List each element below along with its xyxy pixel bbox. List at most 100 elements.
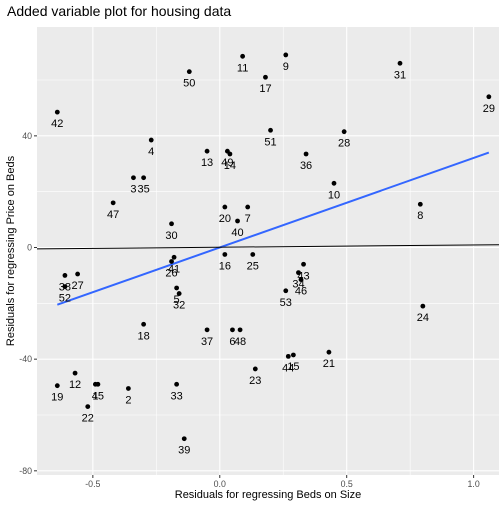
point-label: 32 bbox=[173, 300, 185, 312]
data-point bbox=[171, 254, 177, 260]
data-point bbox=[174, 381, 180, 387]
data-point bbox=[54, 109, 60, 115]
point-label: 21 bbox=[323, 358, 335, 370]
point-label: 38 bbox=[59, 281, 71, 293]
fit-line bbox=[56, 151, 490, 306]
data-point bbox=[397, 60, 403, 66]
point-label: 25 bbox=[247, 260, 259, 272]
point-label: 49 bbox=[221, 157, 233, 169]
data-point bbox=[222, 252, 228, 257]
point-label: 44 bbox=[282, 362, 294, 374]
point-label: 52 bbox=[59, 293, 71, 305]
point-label: 31 bbox=[394, 69, 406, 81]
point-label: 2 bbox=[125, 394, 131, 406]
reference-lines bbox=[36, 151, 500, 306]
y-tick-label: -80 bbox=[19, 466, 32, 476]
point-label: 12 bbox=[69, 379, 81, 391]
data-point bbox=[141, 321, 147, 327]
data-point bbox=[237, 327, 243, 333]
point-label: 1 bbox=[92, 390, 98, 402]
point-label: 7 bbox=[245, 213, 251, 225]
x-axis-title: Residuals for regressing Beds on Size bbox=[175, 489, 361, 501]
data-point bbox=[62, 284, 68, 289]
data-point bbox=[204, 148, 210, 154]
point-label: 26 bbox=[165, 267, 177, 279]
zero-slope-line bbox=[36, 244, 500, 250]
point-label: 13 bbox=[201, 157, 213, 169]
data-point bbox=[285, 353, 291, 359]
point-label: 50 bbox=[183, 78, 195, 90]
point-label: 33 bbox=[170, 390, 182, 402]
data-point bbox=[169, 259, 174, 264]
point-label: 37 bbox=[201, 336, 213, 348]
point-label: 43 bbox=[297, 270, 309, 282]
point-label: 36 bbox=[300, 160, 312, 172]
data-point bbox=[331, 180, 337, 186]
data-point bbox=[186, 69, 192, 75]
point-label: 8 bbox=[417, 210, 423, 222]
point-label: 9 bbox=[283, 61, 289, 73]
y-axis: -80 -40 0 40 bbox=[19, 131, 37, 476]
x-tick-label: 1.0 bbox=[467, 479, 479, 489]
point-label: 46 bbox=[295, 286, 307, 298]
point-label: 11 bbox=[237, 62, 248, 74]
data-point bbox=[230, 327, 235, 333]
data-point bbox=[283, 52, 289, 58]
data-point bbox=[252, 366, 258, 372]
data-points bbox=[54, 52, 492, 442]
point-label: 27 bbox=[71, 280, 83, 292]
point-label: 15 bbox=[287, 361, 299, 373]
data-point bbox=[298, 277, 304, 283]
point-label: 3 bbox=[130, 184, 136, 196]
point-label: 51 bbox=[264, 136, 276, 148]
data-point bbox=[224, 148, 230, 154]
point-label: 40 bbox=[231, 227, 243, 239]
data-point bbox=[72, 370, 78, 376]
point-label: 19 bbox=[51, 392, 63, 404]
data-point bbox=[54, 383, 60, 389]
point-label: 5 bbox=[174, 294, 180, 306]
data-point bbox=[131, 175, 136, 181]
data-point bbox=[240, 53, 246, 59]
data-point bbox=[290, 352, 296, 358]
data-point bbox=[222, 204, 228, 210]
data-point bbox=[95, 381, 101, 387]
data-point bbox=[141, 175, 147, 181]
point-label: 10 bbox=[328, 189, 340, 201]
point-label: 42 bbox=[51, 118, 63, 130]
data-point bbox=[75, 271, 81, 277]
data-point bbox=[263, 74, 268, 80]
x-tick-label: -0.5 bbox=[85, 479, 100, 489]
point-label: 53 bbox=[280, 297, 292, 309]
point-label: 4 bbox=[148, 146, 154, 158]
data-point bbox=[245, 204, 251, 210]
point-label: 48 bbox=[234, 336, 246, 348]
point-label: 30 bbox=[165, 230, 177, 242]
plot-panel bbox=[37, 27, 499, 475]
point-label: 39 bbox=[178, 445, 190, 457]
data-point bbox=[169, 221, 174, 227]
data-point bbox=[125, 386, 131, 391]
point-label: 35 bbox=[137, 184, 149, 196]
point-label: 34 bbox=[292, 279, 304, 291]
data-point bbox=[250, 252, 256, 257]
point-label: 22 bbox=[82, 413, 94, 425]
y-tick-label: -40 bbox=[19, 354, 32, 364]
data-point bbox=[181, 436, 187, 442]
point-label: 23 bbox=[249, 375, 261, 387]
data-point bbox=[301, 261, 306, 267]
minor-gridlines bbox=[37, 27, 499, 475]
data-point bbox=[486, 94, 492, 100]
data-point bbox=[341, 129, 347, 135]
data-point bbox=[326, 349, 332, 355]
point-label: 41 bbox=[168, 263, 180, 275]
data-point bbox=[85, 404, 91, 410]
data-point bbox=[420, 303, 426, 309]
point-label: 29 bbox=[483, 103, 495, 115]
point-label: 24 bbox=[417, 312, 429, 324]
point-label: 18 bbox=[137, 330, 149, 342]
point-label: 28 bbox=[338, 138, 350, 150]
